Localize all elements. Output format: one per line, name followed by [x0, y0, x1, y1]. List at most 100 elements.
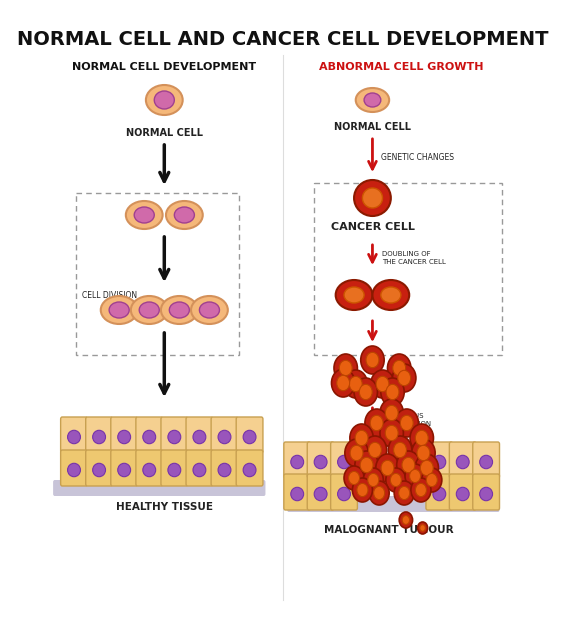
Circle shape — [411, 439, 435, 467]
Circle shape — [350, 424, 374, 452]
FancyBboxPatch shape — [473, 474, 500, 510]
Circle shape — [374, 486, 385, 500]
Circle shape — [385, 405, 398, 421]
Text: ABNORMAL CELL GROWTH: ABNORMAL CELL GROWTH — [319, 62, 483, 72]
FancyBboxPatch shape — [53, 480, 265, 496]
FancyBboxPatch shape — [426, 442, 453, 478]
Circle shape — [350, 445, 363, 461]
Ellipse shape — [381, 287, 401, 303]
Circle shape — [363, 468, 383, 492]
Ellipse shape — [480, 455, 492, 469]
FancyBboxPatch shape — [236, 417, 263, 453]
Circle shape — [368, 473, 379, 486]
Circle shape — [370, 415, 383, 431]
Ellipse shape — [101, 296, 138, 324]
Circle shape — [392, 364, 416, 392]
Circle shape — [360, 458, 373, 473]
Ellipse shape — [126, 201, 162, 229]
Circle shape — [366, 352, 379, 367]
Circle shape — [380, 399, 404, 427]
Ellipse shape — [166, 201, 203, 229]
Text: NORMAL CELL: NORMAL CELL — [334, 122, 411, 132]
FancyBboxPatch shape — [236, 450, 263, 486]
Circle shape — [397, 451, 420, 479]
Text: GENETIC CHANGES: GENETIC CHANGES — [381, 153, 454, 163]
Text: CELL DIVISION: CELL DIVISION — [82, 290, 136, 299]
Circle shape — [371, 370, 394, 398]
Ellipse shape — [337, 455, 350, 469]
FancyBboxPatch shape — [85, 417, 113, 453]
Ellipse shape — [433, 455, 446, 469]
Circle shape — [381, 460, 394, 476]
Circle shape — [369, 481, 389, 505]
Ellipse shape — [168, 430, 181, 444]
FancyBboxPatch shape — [307, 474, 334, 510]
Circle shape — [418, 522, 428, 534]
Ellipse shape — [336, 280, 372, 310]
FancyBboxPatch shape — [331, 442, 357, 478]
Ellipse shape — [174, 207, 194, 223]
Circle shape — [376, 376, 389, 392]
Text: NORMAL CELL DEVELOPMENT: NORMAL CELL DEVELOPMENT — [72, 62, 256, 72]
Ellipse shape — [291, 455, 303, 469]
Ellipse shape — [199, 302, 220, 318]
Circle shape — [376, 454, 399, 482]
Circle shape — [337, 376, 350, 391]
Circle shape — [355, 430, 368, 446]
FancyBboxPatch shape — [287, 496, 500, 512]
Circle shape — [353, 478, 372, 502]
Ellipse shape — [161, 296, 198, 324]
Circle shape — [368, 443, 381, 458]
Circle shape — [334, 354, 357, 382]
Ellipse shape — [131, 296, 168, 324]
Circle shape — [410, 424, 434, 452]
Circle shape — [359, 384, 372, 399]
Ellipse shape — [456, 455, 469, 469]
FancyBboxPatch shape — [449, 474, 476, 510]
Circle shape — [426, 473, 438, 486]
Ellipse shape — [93, 463, 105, 477]
FancyBboxPatch shape — [307, 442, 334, 478]
Circle shape — [422, 468, 442, 492]
Circle shape — [361, 346, 384, 374]
Circle shape — [365, 409, 388, 437]
Circle shape — [398, 486, 410, 500]
Ellipse shape — [314, 487, 327, 501]
Ellipse shape — [344, 287, 364, 303]
Circle shape — [421, 460, 433, 476]
FancyBboxPatch shape — [161, 450, 188, 486]
FancyBboxPatch shape — [284, 474, 311, 510]
Text: CANCEROUS
CELL DIVISION: CANCEROUS CELL DIVISION — [381, 414, 431, 426]
Circle shape — [393, 361, 406, 376]
Ellipse shape — [243, 463, 256, 477]
Circle shape — [381, 378, 404, 406]
FancyBboxPatch shape — [186, 417, 213, 453]
Text: NORMAL CELL: NORMAL CELL — [126, 128, 203, 138]
Circle shape — [344, 466, 364, 490]
Ellipse shape — [118, 430, 131, 444]
Circle shape — [402, 516, 410, 525]
Circle shape — [415, 454, 439, 482]
Ellipse shape — [314, 455, 327, 469]
Ellipse shape — [169, 302, 190, 318]
Text: DOUBLING OF
THE CANCER CELL: DOUBLING OF THE CANCER CELL — [383, 252, 447, 265]
Text: NORMAL CELL AND CANCER CELL DEVELOPMENT: NORMAL CELL AND CANCER CELL DEVELOPMENT — [17, 30, 549, 49]
Circle shape — [386, 384, 399, 399]
Circle shape — [386, 468, 406, 492]
FancyBboxPatch shape — [136, 450, 162, 486]
Circle shape — [388, 354, 411, 382]
Circle shape — [411, 478, 431, 502]
Ellipse shape — [243, 430, 256, 444]
Circle shape — [405, 464, 425, 488]
Text: HEALTHY TISSUE: HEALTHY TISSUE — [116, 502, 213, 512]
Ellipse shape — [218, 430, 231, 444]
FancyBboxPatch shape — [111, 417, 138, 453]
Ellipse shape — [134, 207, 155, 223]
Ellipse shape — [67, 430, 80, 444]
Ellipse shape — [93, 430, 105, 444]
Circle shape — [393, 443, 406, 458]
Circle shape — [357, 483, 368, 496]
Circle shape — [415, 430, 428, 446]
Circle shape — [380, 419, 404, 447]
Ellipse shape — [433, 487, 446, 501]
